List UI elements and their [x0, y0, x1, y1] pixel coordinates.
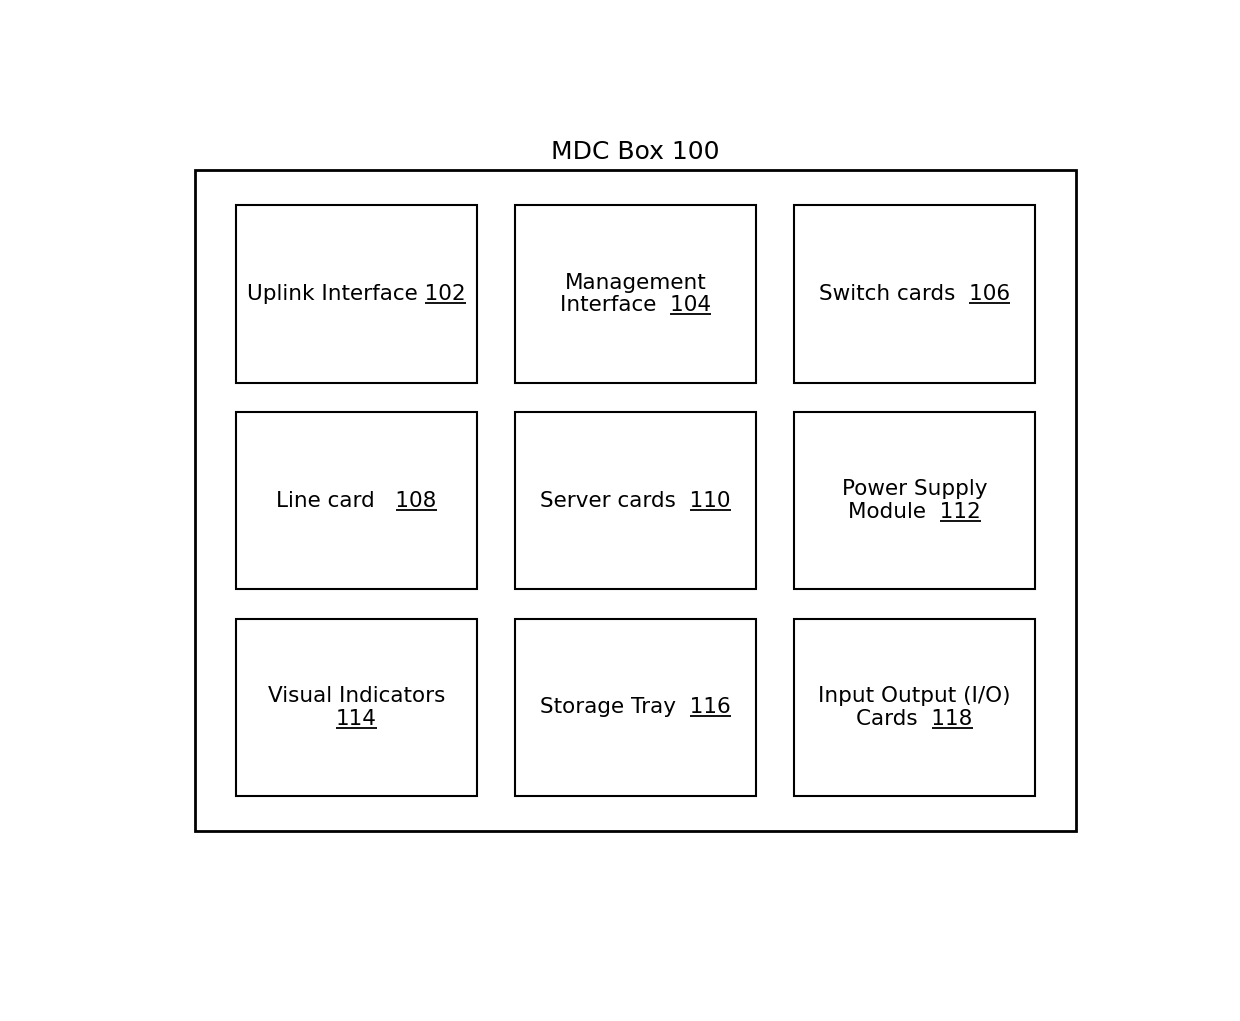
- Bar: [794, 411, 1035, 589]
- Text: Interface  104: Interface 104: [560, 295, 711, 314]
- Bar: [196, 171, 1076, 831]
- Text: Cards  118: Cards 118: [857, 709, 972, 729]
- Text: MDC Box 100: MDC Box 100: [552, 140, 719, 163]
- Text: Input Output (I/O): Input Output (I/O): [818, 686, 1011, 707]
- Text: Management: Management: [564, 273, 707, 293]
- Text: Switch cards  106: Switch cards 106: [818, 284, 1011, 303]
- Bar: [515, 619, 756, 796]
- Bar: [515, 411, 756, 589]
- Bar: [236, 619, 477, 796]
- Bar: [794, 205, 1035, 383]
- Text: Line card   108: Line card 108: [277, 490, 436, 510]
- Text: Uplink Interface 102: Uplink Interface 102: [247, 284, 466, 303]
- Text: Visual Indicators: Visual Indicators: [268, 686, 445, 707]
- Text: Power Supply: Power Supply: [842, 480, 987, 499]
- Text: 114: 114: [336, 709, 377, 729]
- Bar: [236, 205, 477, 383]
- Bar: [794, 619, 1035, 796]
- Bar: [515, 205, 756, 383]
- Text: Module  112: Module 112: [848, 501, 981, 522]
- Text: Server cards  110: Server cards 110: [541, 490, 730, 510]
- Text: Storage Tray  116: Storage Tray 116: [541, 697, 730, 718]
- Bar: [236, 411, 477, 589]
